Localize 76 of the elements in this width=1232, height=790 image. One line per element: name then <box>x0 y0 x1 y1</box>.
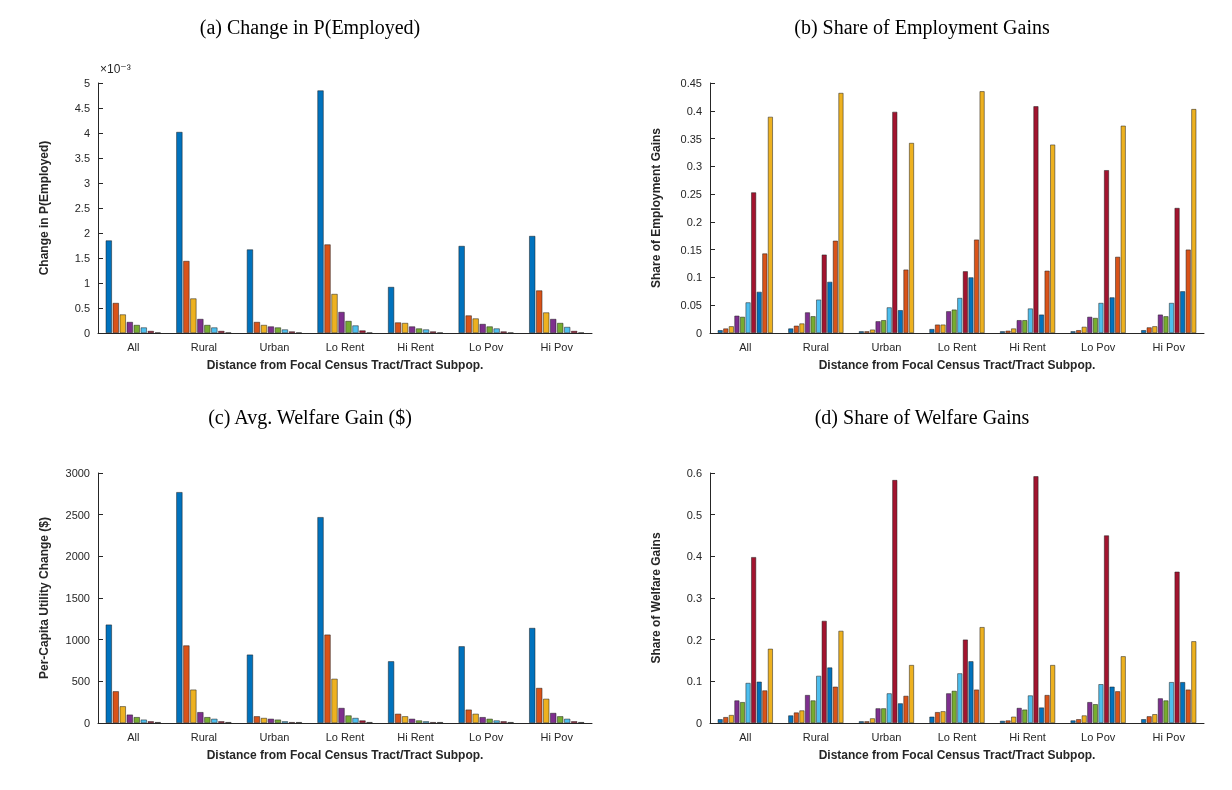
y-axis-title: Per-Capita Utility Change ($) <box>37 516 51 680</box>
y-tick-label: 2500 <box>65 508 90 521</box>
x-tick-label: Rural <box>190 340 218 353</box>
x-axis-title: Distance from Focal Census Tract/Tract Subpop. <box>206 358 484 372</box>
y-tick-label: 0.5 <box>74 302 90 314</box>
y-tick-label: 2 <box>83 227 90 239</box>
y-tick-label: 3.5 <box>74 152 90 164</box>
y-tick-label: 4 <box>83 127 90 139</box>
x-tick-label: Lo Pov <box>1081 340 1116 353</box>
x-tick-label: Lo Rent <box>325 730 365 743</box>
y-tick-label: 2000 <box>65 550 90 563</box>
x-tick-label: Rural <box>190 730 218 743</box>
y-tick-label: 3000 <box>65 467 90 479</box>
x-tick-label: Rural <box>802 730 830 743</box>
x-tick-label: Hi Rent <box>1009 730 1046 743</box>
y-tick-label: 0.3 <box>686 592 702 604</box>
x-tick-label: Lo Pov <box>1081 730 1116 743</box>
x-tick-label: Hi Pov <box>1152 340 1186 353</box>
y-tick-label: 0 <box>695 327 702 339</box>
y-tick-label: 0 <box>83 327 90 339</box>
x-tick-label: Urban <box>871 730 902 743</box>
chart-title: (c) Avg. Welfare Gain ($) <box>208 406 412 429</box>
y-tick-label: 0 <box>83 717 90 729</box>
y-tick-label: 500 <box>71 675 90 688</box>
y-tick-label: 0.5 <box>686 508 702 521</box>
chart-title: (b) Share of Employment Gains <box>794 16 1050 39</box>
x-tick-label: Hi Pov <box>540 340 574 353</box>
y-tick-label: 0.15 <box>680 243 702 256</box>
x-tick-label: Lo Pov <box>469 730 504 743</box>
y-tick-label: 5 <box>83 77 90 89</box>
y-tick-label: 0.3 <box>686 160 702 173</box>
y-tick-label: 0.6 <box>686 467 702 479</box>
x-tick-label: Rural <box>802 340 830 353</box>
x-tick-label: Hi Pov <box>1152 730 1186 743</box>
x-tick-label: Urban <box>259 340 290 353</box>
y-tick-label: 0.35 <box>680 132 702 145</box>
x-tick-label: Hi Rent <box>397 730 434 743</box>
y-tick-label: 0.45 <box>680 77 702 89</box>
y-tick-label: 3 <box>83 177 90 189</box>
x-tick-label: Lo Rent <box>937 730 977 743</box>
x-axis-title: Distance from Focal Census Tract/Tract Subpop. <box>818 358 1096 372</box>
x-tick-label: Hi Rent <box>397 340 434 353</box>
y-tick-label: 2.5 <box>74 202 90 214</box>
x-tick-label: All <box>127 730 140 743</box>
y-tick-label: 0.25 <box>680 188 702 201</box>
chart-title: (a) Change in P(Employed) <box>199 16 421 39</box>
x-tick-label: All <box>127 340 140 353</box>
x-axis-title: Distance from Focal Census Tract/Tract Subpop. <box>818 748 1096 762</box>
y-tick-label: 0.4 <box>686 104 702 117</box>
y-tick-label: 0 <box>695 717 702 729</box>
y-tick-label: 0.4 <box>686 550 702 563</box>
x-tick-label: Hi Pov <box>540 730 574 743</box>
x-tick-label: Lo Pov <box>469 340 504 353</box>
y-axis-title: Share of Employment Gains <box>649 127 663 289</box>
y-axis-title: Change in P(Employed) <box>37 140 51 276</box>
x-tick-label: Hi Rent <box>1009 340 1046 353</box>
y-tick-label: 0.1 <box>686 271 702 284</box>
y-tick-label: 1.5 <box>74 252 90 264</box>
y-axis-title: Share of Welfare Gains <box>649 532 663 664</box>
x-tick-label: Urban <box>259 730 290 743</box>
y-tick-label: 0.1 <box>686 675 702 688</box>
chart-title: (d) Share of Welfare Gains <box>814 406 1030 429</box>
x-tick-label: Urban <box>871 340 902 353</box>
y-tick-label: 0.05 <box>680 299 702 312</box>
y-tick-label: 4.5 <box>74 102 90 114</box>
x-tick-label: Lo Rent <box>325 340 365 353</box>
x-tick-label: Lo Rent <box>937 340 977 353</box>
y-tick-label: 0.2 <box>686 633 702 646</box>
x-axis-title: Distance from Focal Census Tract/Tract Subpop. <box>206 748 484 762</box>
y-tick-label: 0.2 <box>686 215 702 228</box>
y-tick-label: 1 <box>83 277 90 289</box>
y-tick-label: 1000 <box>65 633 90 646</box>
x-tick-label: All <box>739 340 752 353</box>
y-tick-label: 1500 <box>65 592 90 604</box>
text: ×10⁻³ <box>100 62 131 76</box>
x-tick-label: All <box>739 730 752 743</box>
